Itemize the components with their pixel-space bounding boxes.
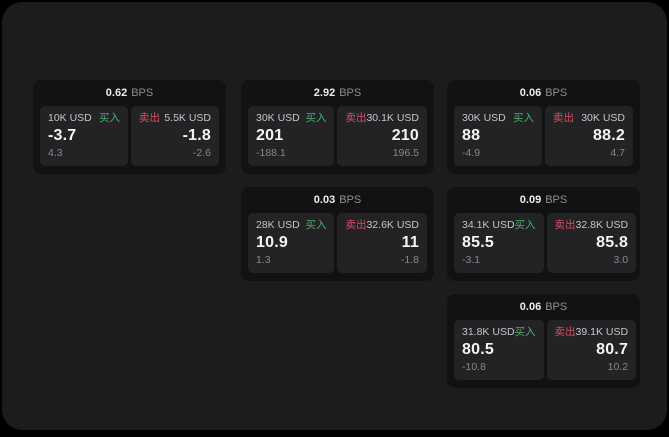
spread-header: 0.06 BPS <box>447 294 640 320</box>
quote-card-4: 0.03 BPS 28K USD 买入 10.9 1.3 卖出 32.6K US… <box>241 187 434 281</box>
sell-price: 85.8 <box>596 234 629 251</box>
app-panel: 0.62 BPS 10K USD 买入 -3.7 4.3 卖出 5.5K USD <box>2 2 667 430</box>
spread-value: 0.62 <box>105 87 128 99</box>
sell-amount: 32.8K USD <box>575 219 629 231</box>
sell-price: 210 <box>391 127 419 144</box>
buy-panel[interactable]: 34.1K USD 买入 85.5 -3.1 <box>454 213 544 273</box>
buy-change: -4.9 <box>462 147 481 159</box>
spread-unit: BPS <box>545 301 568 313</box>
sell-change: 4.7 <box>610 147 625 159</box>
buy-amount: 30K USD <box>256 112 300 124</box>
buy-amount: 34.1K USD <box>462 219 515 231</box>
buy-price: 201 <box>256 127 284 144</box>
sell-side-label: 卖出 <box>139 112 160 124</box>
quote-card-6: 0.06 BPS 31.8K USD 买入 80.5 -10.8 卖出 39.1… <box>447 294 640 388</box>
sell-amount: 39.1K USD <box>575 326 629 338</box>
buy-price: 10.9 <box>256 234 288 251</box>
spread-header: 0.03 BPS <box>241 187 434 213</box>
buy-change: -188.1 <box>256 147 286 159</box>
buy-change: -10.8 <box>462 361 486 373</box>
buy-side-label: 买入 <box>305 219 327 231</box>
buy-side-label: 买入 <box>514 219 536 231</box>
sell-price: -1.8 <box>182 127 211 144</box>
quote-card-1: 0.62 BPS 10K USD 买入 -3.7 4.3 卖出 5.5K USD <box>33 80 226 174</box>
buy-side-label: 买入 <box>514 326 536 338</box>
quote-panels: 30K USD 买入 88 -4.9 卖出 30K USD 88.2 4.7 <box>447 106 640 166</box>
quote-card-5: 0.09 BPS 34.1K USD 买入 85.5 -3.1 卖出 32.8K… <box>447 187 640 281</box>
sell-panel[interactable]: 卖出 5.5K USD -1.8 -2.6 <box>131 106 219 166</box>
buy-change: -3.1 <box>462 254 481 266</box>
quote-panels: 31.8K USD 买入 80.5 -10.8 卖出 39.1K USD 80.… <box>447 320 640 380</box>
spread-header: 0.06 BPS <box>447 80 640 106</box>
buy-side-label: 买入 <box>99 112 120 124</box>
sell-amount: 30K USD <box>581 112 625 124</box>
sell-panel[interactable]: 卖出 39.1K USD 80.7 10.2 <box>546 320 637 380</box>
spread-header: 2.92 BPS <box>241 80 434 106</box>
buy-amount: 28K USD <box>256 219 300 231</box>
buy-panel[interactable]: 30K USD 买入 88 -4.9 <box>454 106 542 166</box>
buy-amount: 31.8K USD <box>462 326 515 338</box>
sell-price: 80.7 <box>596 341 629 358</box>
buy-panel[interactable]: 10K USD 买入 -3.7 4.3 <box>40 106 128 166</box>
buy-amount: 10K USD <box>48 112 92 124</box>
quote-panels: 28K USD 买入 10.9 1.3 卖出 32.6K USD 11 -1.8 <box>241 213 434 273</box>
quote-card-2: 2.92 BPS 30K USD 买入 201 -188.1 卖出 30.1K … <box>241 80 434 174</box>
buy-price: 85.5 <box>462 234 494 251</box>
buy-price: 80.5 <box>462 341 494 358</box>
spread-unit: BPS <box>339 87 362 99</box>
quote-panels: 34.1K USD 买入 85.5 -3.1 卖出 32.8K USD 85.8… <box>447 213 640 273</box>
spread-header: 0.09 BPS <box>447 187 640 213</box>
spread-unit: BPS <box>545 194 568 206</box>
quote-panels: 30K USD 买入 201 -188.1 卖出 30.1K USD 210 1… <box>241 106 434 166</box>
spread-unit: BPS <box>545 87 568 99</box>
sell-amount: 30.1K USD <box>366 112 419 124</box>
spread-value: 0.03 <box>313 194 336 206</box>
buy-change: 4.3 <box>48 147 63 159</box>
sell-amount: 5.5K USD <box>164 112 211 124</box>
spread-value: 0.06 <box>519 301 542 313</box>
spread-unit: BPS <box>339 194 362 206</box>
sell-side-label: 卖出 <box>554 219 576 231</box>
sell-side-label: 卖出 <box>345 112 367 124</box>
buy-panel[interactable]: 31.8K USD 买入 80.5 -10.8 <box>454 320 544 380</box>
sell-change: -1.8 <box>400 254 419 266</box>
spread-value: 2.92 <box>313 87 336 99</box>
buy-change: 1.3 <box>256 254 271 266</box>
quote-card-3: 0.06 BPS 30K USD 买入 88 -4.9 卖出 30K USD <box>447 80 640 174</box>
buy-panel[interactable]: 30K USD 买入 201 -188.1 <box>248 106 335 166</box>
sell-price: 11 <box>401 234 419 251</box>
quote-panels: 10K USD 买入 -3.7 4.3 卖出 5.5K USD -1.8 -2.… <box>33 106 226 166</box>
sell-panel[interactable]: 卖出 30K USD 88.2 4.7 <box>545 106 633 166</box>
buy-side-label: 买入 <box>305 112 327 124</box>
buy-price: 88 <box>462 127 481 144</box>
sell-panel[interactable]: 卖出 32.8K USD 85.8 3.0 <box>546 213 637 273</box>
sell-change: 3.0 <box>613 254 629 266</box>
sell-change: 10.2 <box>607 361 629 373</box>
sell-change: -2.6 <box>192 147 211 159</box>
sell-change: 196.5 <box>392 147 419 159</box>
spread-value: 0.06 <box>519 87 542 99</box>
sell-panel[interactable]: 卖出 32.6K USD 11 -1.8 <box>337 213 427 273</box>
sell-side-label: 卖出 <box>345 219 367 231</box>
buy-panel[interactable]: 28K USD 买入 10.9 1.3 <box>248 213 335 273</box>
spread-value: 0.09 <box>519 194 542 206</box>
sell-side-label: 卖出 <box>553 112 574 124</box>
sell-side-label: 卖出 <box>554 326 576 338</box>
spread-unit: BPS <box>131 87 154 99</box>
buy-side-label: 买入 <box>513 112 534 124</box>
buy-amount: 30K USD <box>462 112 506 124</box>
sell-panel[interactable]: 卖出 30.1K USD 210 196.5 <box>337 106 427 166</box>
buy-price: -3.7 <box>48 127 77 144</box>
sell-price: 88.2 <box>593 127 625 144</box>
sell-amount: 32.6K USD <box>366 219 419 231</box>
spread-header: 0.62 BPS <box>33 80 226 106</box>
